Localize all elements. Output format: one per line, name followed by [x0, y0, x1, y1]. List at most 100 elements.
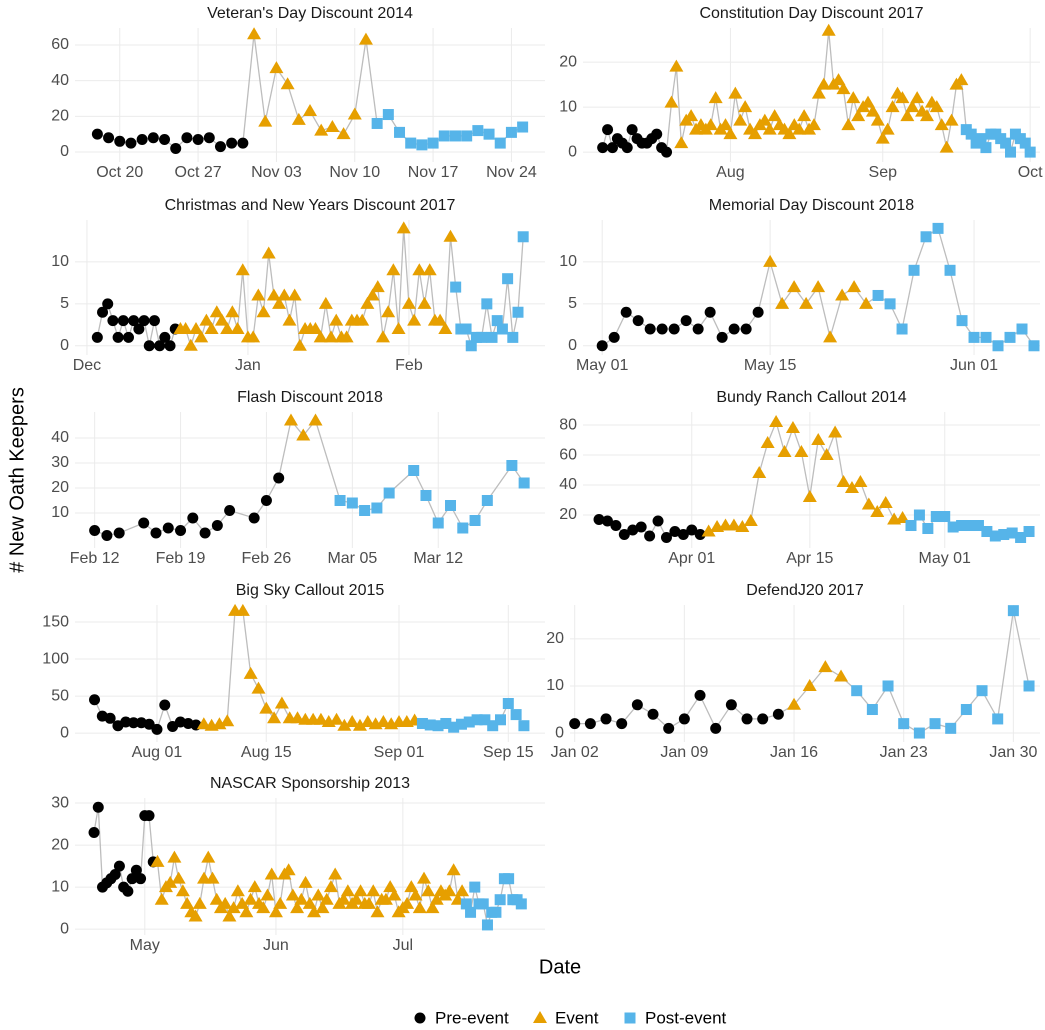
point — [122, 885, 134, 897]
point — [274, 696, 289, 709]
y-tick-label: 0 — [60, 920, 69, 937]
point — [272, 296, 287, 309]
point — [349, 892, 364, 905]
point — [247, 880, 262, 893]
x-tick-label: Dec — [73, 357, 101, 374]
point — [336, 127, 351, 140]
y-tick-label: 20 — [559, 53, 577, 70]
point — [209, 305, 224, 318]
point — [283, 413, 298, 426]
point — [704, 306, 716, 318]
point — [440, 717, 452, 729]
point — [792, 122, 807, 135]
y-tick-label: 10 — [559, 253, 577, 270]
point — [939, 140, 954, 153]
point — [735, 520, 750, 533]
point — [455, 718, 467, 730]
point — [960, 704, 972, 716]
panel-title: Constitution Day Discount 2017 — [699, 5, 923, 22]
point — [472, 125, 484, 137]
point — [635, 521, 647, 533]
point — [325, 120, 340, 133]
point — [360, 715, 375, 728]
point — [246, 330, 261, 343]
point — [382, 109, 394, 121]
point — [1023, 680, 1035, 692]
point — [479, 714, 491, 726]
point — [723, 127, 738, 140]
legend-label: Post-event — [645, 1008, 727, 1027]
point — [352, 718, 367, 731]
point — [782, 127, 797, 140]
point — [878, 496, 893, 509]
y-tick-label: 60 — [559, 446, 577, 463]
point — [203, 132, 215, 144]
point — [680, 315, 692, 327]
x-tick-label: May — [130, 937, 160, 954]
point — [981, 526, 993, 538]
point — [424, 719, 436, 731]
point — [359, 505, 371, 516]
point — [114, 135, 126, 147]
point — [88, 826, 100, 838]
point — [620, 306, 632, 318]
point — [429, 892, 444, 905]
point — [644, 323, 656, 335]
y-tick-label: 80 — [559, 416, 577, 433]
point — [151, 723, 163, 735]
x-tick-label: Nov 10 — [329, 164, 380, 181]
point — [337, 718, 352, 731]
point — [694, 689, 706, 701]
point — [387, 888, 402, 901]
point — [725, 699, 737, 711]
point — [465, 906, 477, 918]
point — [596, 340, 608, 352]
y-tick-label: 20 — [51, 108, 69, 125]
point — [417, 296, 432, 309]
point — [163, 875, 178, 888]
point — [128, 717, 140, 729]
point — [408, 465, 420, 476]
point — [872, 289, 884, 301]
point — [920, 231, 932, 243]
point — [91, 331, 103, 343]
point — [684, 109, 699, 122]
point — [314, 123, 329, 136]
point — [944, 113, 959, 126]
point — [632, 315, 644, 327]
panel: 0 5 10 Dec Jan Feb Christmas and New Years Dis… — [51, 197, 545, 374]
point — [405, 137, 417, 149]
connecting-line — [574, 610, 1030, 734]
point — [448, 721, 460, 733]
point — [584, 718, 596, 730]
x-tick-label: Jan 09 — [660, 744, 708, 761]
point — [763, 254, 778, 267]
point — [138, 517, 150, 529]
point — [315, 901, 330, 914]
point — [669, 59, 684, 72]
point — [502, 697, 514, 709]
point — [631, 699, 643, 711]
y-tick-label: 50 — [51, 687, 69, 704]
point — [371, 117, 383, 129]
point — [433, 313, 448, 326]
point — [898, 718, 910, 730]
point — [281, 863, 296, 876]
point — [365, 288, 380, 301]
point — [469, 515, 481, 526]
point — [799, 296, 814, 309]
point — [235, 603, 250, 616]
y-tick-label: 20 — [51, 836, 69, 853]
x-tick-label: Jun 01 — [950, 357, 998, 374]
point — [220, 714, 235, 727]
point — [652, 515, 664, 527]
point — [851, 685, 863, 697]
point — [494, 137, 506, 149]
panel: 0 5 10 May 01 May 15 Jun 01 Memorial Day Disco… — [559, 197, 1040, 374]
x-tick-label: May 01 — [918, 550, 971, 567]
legend-label: Event — [555, 1008, 599, 1027]
x-tick-label: Sep 01 — [374, 744, 425, 761]
point — [794, 445, 809, 458]
x-tick-label: Jun — [263, 937, 289, 954]
point — [1023, 526, 1035, 538]
